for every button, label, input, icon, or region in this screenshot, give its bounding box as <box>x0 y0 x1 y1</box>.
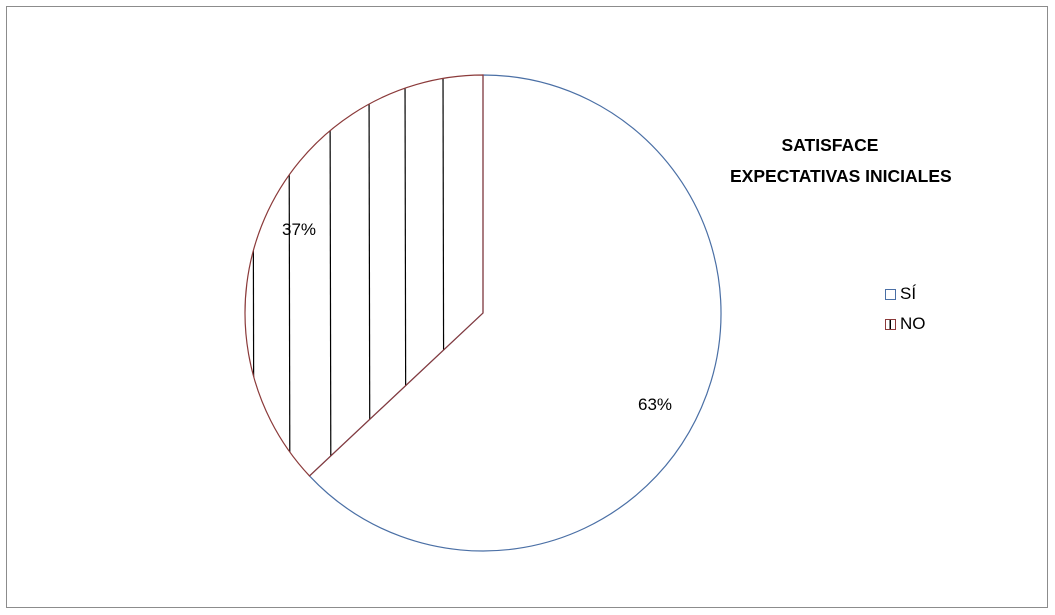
legend-label-no: NO <box>900 314 926 333</box>
legend-swatch-si <box>885 288 896 300</box>
hatch-line-5 <box>288 75 291 476</box>
pie-slice-si <box>308 74 722 552</box>
pie-slice-no <box>244 74 484 477</box>
legend-label-si: SÍ <box>900 284 917 303</box>
legend: SÍ NO <box>885 279 926 339</box>
chart-title-line-2: EXPECTATIVAS INICIALES <box>730 166 952 186</box>
legend-swatch-no <box>885 318 896 330</box>
slice-label-no: 37% <box>282 220 316 239</box>
legend-item-no: NO <box>885 309 926 339</box>
hatch-line-6 <box>252 75 255 476</box>
chart-title: SATISFACE EXPECTATIVAS INICIALES <box>730 130 952 192</box>
slice-label-si: 63% <box>638 395 672 414</box>
chart-title-line-1: SATISFACE <box>781 135 879 155</box>
legend-item-si: SÍ <box>885 279 926 309</box>
